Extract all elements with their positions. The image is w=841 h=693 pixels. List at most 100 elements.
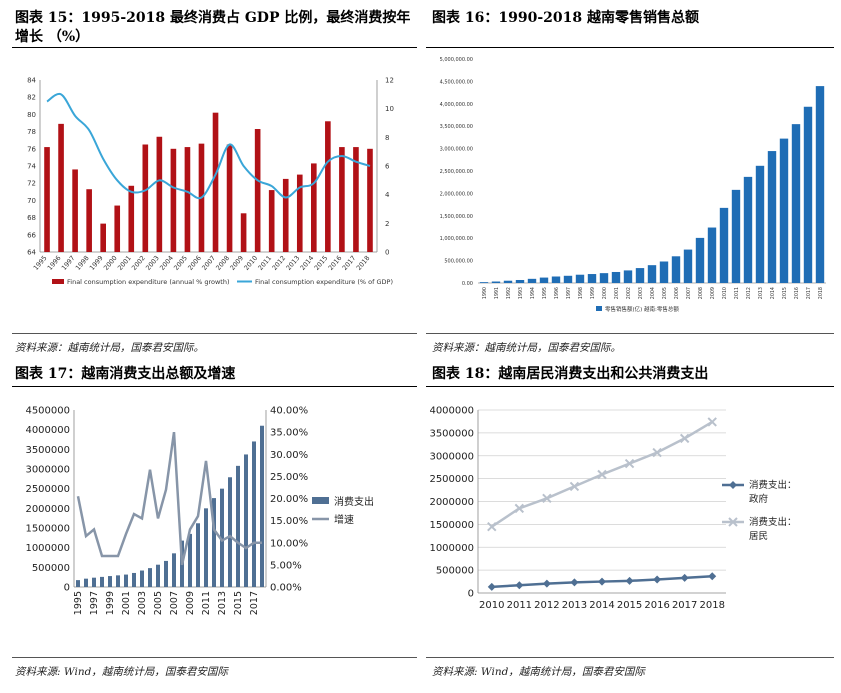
fig16-x-tick-label: 1992 [506, 287, 512, 299]
fig18-title: 图表 18：越南居民消费支出和公共消费支出 [432, 366, 709, 382]
fig15-x-tick-label: 2006 [186, 254, 203, 272]
fig17-right-tick-label: 30.00% [270, 450, 308, 461]
fig16-bar [539, 277, 549, 283]
fig18-legend-label: 消费支出： [749, 479, 797, 491]
fig16-bar [527, 278, 537, 283]
fig15-x-tick-label: 1998 [74, 254, 91, 272]
fig18-legend-label: 消费支出： [749, 516, 797, 528]
fig17-bar [172, 553, 176, 587]
fig15-x-tick-label: 2013 [285, 254, 302, 272]
fig15-source: 资料来源：越南统计局，国泰君安国际。 [15, 342, 204, 354]
fig15-right-tick-label: 2 [385, 220, 389, 228]
fig17-right-tick-label: 10.00% [270, 538, 308, 549]
fig17-legend-bar-label: 消费支出 [334, 495, 374, 508]
fig16-x-tick-label: 2008 [698, 287, 704, 299]
fig16-x-tick-label: 1991 [494, 287, 500, 299]
fig17-chart: 0 500000 1000000 1500000 2000000 2500000 30000… [25, 406, 374, 616]
fig16-x-tick-label: 2011 [734, 287, 740, 299]
fig18-point-marker [515, 581, 524, 590]
fig17-bar [116, 575, 120, 587]
fig15-bar [184, 147, 191, 252]
fig16-x-tick-label: 2006 [674, 287, 680, 299]
fig15-left-tick-label: 66 [27, 231, 36, 239]
fig16-bar [755, 165, 765, 283]
fig17-right-tick-label: 20.00% [270, 494, 308, 505]
fig15-left-tick-label: 82 [27, 94, 36, 102]
fig16-x-tick-label: 2004 [650, 287, 656, 299]
fig17-x-tick-label: 2013 [217, 591, 228, 615]
fig16-bar [611, 271, 621, 283]
fig17-bar [204, 508, 208, 587]
fig18-legend-marker [728, 517, 738, 527]
fig17-bar [92, 577, 96, 587]
fig17-bar [124, 574, 128, 587]
fig15-bar [128, 185, 135, 252]
fig18-x-tick-label: 2013 [562, 600, 587, 611]
fig18-y-tick-label: 3000000 [429, 451, 474, 462]
fig18-point-marker [679, 433, 690, 444]
fig16-x-tick-label: 1999 [590, 287, 596, 299]
fig16-x-tick-label: 2012 [746, 287, 752, 299]
fig15-legend-line-label: Final consumption expenditure (% of GDP) [255, 278, 393, 286]
fig17-title: 图表 17：越南消费支出总额及增速 [15, 366, 236, 382]
fig17-bar [260, 425, 264, 587]
fig17-left-tick-label: 4000000 [25, 425, 70, 436]
fig16-y-tick-label: 3,000,000.00 [440, 147, 473, 153]
fig16-x-tick-label: 1996 [554, 287, 560, 299]
fig17-left-tick-label: 500000 [32, 563, 70, 574]
fig18-y-tick-label: 2000000 [429, 497, 474, 508]
fig17-x-tick-label: 1995 [73, 591, 84, 615]
fig15-left-tick-label: 76 [27, 145, 36, 153]
fig16-bar [803, 106, 813, 283]
fig17-bar [244, 454, 248, 587]
fig18-x-tick-label: 2018 [699, 600, 724, 611]
fig15-left-tick-label: 68 [27, 214, 36, 222]
fig15-left-tick-label: 74 [27, 163, 36, 171]
fig17-x-tick-label: 2015 [233, 591, 244, 615]
fig17-bar [84, 578, 88, 587]
fig16-bar [815, 86, 825, 283]
fig16-y-tick-label: 3,500,000.00 [440, 124, 473, 130]
fig16-bar [779, 138, 789, 283]
fig16-x-tick-label: 1997 [566, 287, 572, 299]
fig17-left-tick-label: 2500000 [25, 484, 70, 495]
fig15-growth-line [46, 92, 371, 200]
fig18-chart: 0 500000 1000000 1500000 2000000 2500000 30000… [429, 406, 797, 612]
fig17-x-tick-label: 2017 [249, 591, 260, 615]
fig17-right-tick-label: 35.00% [270, 428, 308, 439]
fig15-right-tick-label: 8 [385, 134, 389, 142]
fig17-left-tick-label: 1500000 [25, 524, 70, 535]
fig17-left-tick-label: 0 [64, 583, 70, 594]
fig15-x-tick-label: 2007 [200, 254, 217, 272]
fig15-x-tick-label: 2004 [158, 254, 175, 272]
fig18-x-tick-label: 2017 [672, 600, 697, 611]
fig16-x-tick-label: 2002 [626, 287, 632, 299]
fig15-x-tick-label: 2011 [256, 254, 273, 272]
fig17-bar [148, 568, 152, 587]
fig15-x-tick-label: 2005 [172, 254, 189, 272]
fig17-x-tick-label: 2011 [201, 591, 212, 615]
fig16-bar [479, 282, 489, 283]
fig15-bottom-rule [12, 333, 417, 334]
fig15-bar [72, 169, 78, 252]
fig18-point-marker [514, 503, 525, 514]
fig16-bar [635, 268, 645, 283]
fig18-bottom-rule [426, 657, 834, 658]
fig15-x-tick-label: 1995 [32, 254, 49, 272]
fig15-right-tick-label: 0 [385, 249, 389, 257]
fig15-x-tick-label: 2016 [327, 254, 344, 272]
fig17-bar [76, 580, 80, 587]
fig16-bar [587, 274, 597, 283]
fig15-left-tick-label: 78 [27, 128, 36, 136]
fig17-x-tick-label: 2001 [121, 591, 132, 615]
fig16-y-tick-label: 1,500,000.00 [440, 214, 473, 220]
fig16-legend-swatch [596, 306, 602, 311]
fig17-bar [196, 523, 200, 587]
fig18-point-marker [598, 577, 606, 586]
fig15-left-tick-label: 64 [27, 249, 36, 257]
fig15-x-tick-label: 2001 [116, 254, 133, 272]
fig15-bar [325, 121, 331, 252]
fig17-left-tick-label: 1000000 [25, 543, 70, 554]
fig15-bar [311, 163, 317, 252]
fig15-x-tick-label: 2014 [299, 254, 316, 272]
